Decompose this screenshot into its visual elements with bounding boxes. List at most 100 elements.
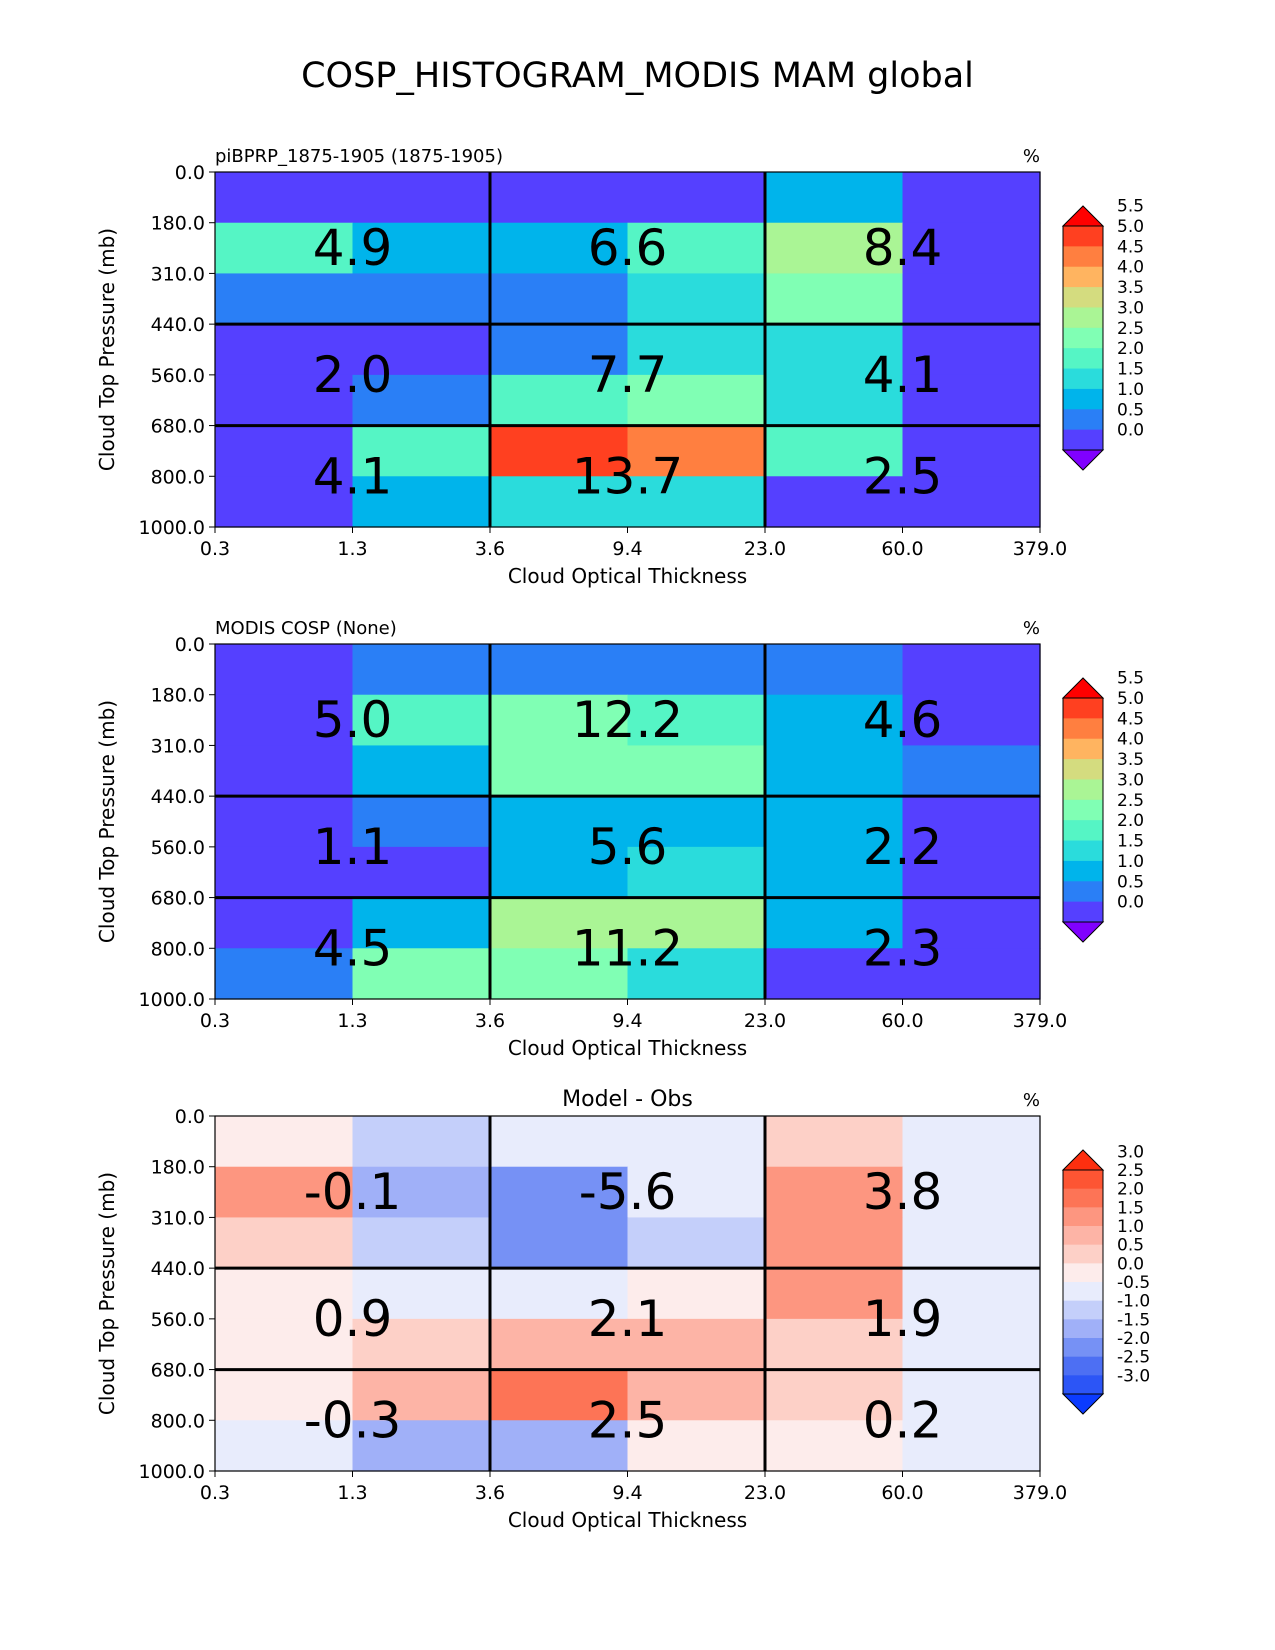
box-value-label: 8.4 [863,219,943,277]
heatmap-cell [627,948,766,1000]
heatmap-cell [627,1166,766,1219]
heatmap-cell [215,172,354,224]
colorbar-segment [1063,287,1103,308]
heatmap-cell [215,897,354,949]
box-value-label: 2.5 [863,447,943,505]
colorbar-tick-label: 0.0 [1117,1254,1144,1274]
heatmap-cell [902,1217,1041,1269]
colorbar-tick-label: -2.0 [1117,1329,1150,1349]
colorbar-segment [1063,820,1103,842]
heatmap-cell [765,1318,904,1371]
colorbar-extend-bottom [1061,1393,1105,1415]
heatmap-cell [215,1420,354,1472]
x-tick-label: 9.4 [612,1482,642,1504]
heatmap-cell [352,1268,491,1320]
colorbar-tick-label: 2.0 [1117,339,1144,359]
colorbar-segment [1063,348,1103,370]
y-tick-label: 560.0 [151,1309,205,1331]
colorbar-segment [1063,226,1103,247]
heatmap-cell [490,324,629,376]
heatmap-cell [627,745,766,797]
box-value-label: 2.1 [588,1290,668,1348]
heatmap-cell [627,324,766,376]
box-value-label: 5.6 [588,818,668,876]
colorbar-segment [1063,429,1103,451]
heatmap-cell [902,897,1041,949]
y-tick-label: 310.0 [151,735,205,757]
heatmap-cell [627,425,766,477]
heatmap-cell [490,644,629,696]
heatmap-cell [215,745,354,797]
colorbar-tick-label: 3.0 [1117,298,1144,318]
heatmap-cell [902,796,1041,848]
colorbar-segment [1063,409,1103,431]
heatmap-cell [352,273,491,325]
heatmap-cell [490,1116,629,1168]
heatmap-cell [765,1369,904,1421]
heatmap-cell [490,425,629,477]
heatmap-cell [765,1166,904,1219]
x-axis-label: Cloud Optical Thickness [508,564,747,588]
heatmap-cell [765,172,904,224]
heatmap-cell [490,1318,629,1371]
box-value-label: 5.0 [313,691,393,749]
box-value-label: 12.2 [572,691,683,749]
y-tick-label: 440.0 [151,314,205,336]
box-value-label: 4.9 [313,219,393,277]
heatmap-cell [902,425,1041,477]
box-value-label: 2.3 [863,919,943,977]
colorbar-segment [1063,1188,1103,1208]
x-tick-label: 1.3 [337,538,367,560]
heatmap-cell [765,796,904,848]
y-axis-label: Cloud Top Pressure (mb) [95,1172,119,1415]
heatmap-cell [627,222,766,275]
colorbar-tick-label: 5.5 [1117,197,1144,217]
colorbar-extend-bottom [1061,921,1105,943]
heatmap-cell [627,1268,766,1320]
colorbar-segment [1063,327,1103,349]
colorbar-segment [1063,1244,1103,1264]
heatmap-cell [627,1217,766,1269]
x-tick-label: 23.0 [744,538,786,560]
colorbar-segment [1063,738,1103,760]
colorbar-tick-label: 2.0 [1117,1180,1144,1200]
colorbar-tick-label: 0.5 [1117,872,1144,892]
colorbar-segment [1063,1207,1103,1227]
y-tick-label: 680.0 [151,1360,205,1382]
heatmap-cell [902,324,1041,376]
colorbar-tick-label: 1.0 [1117,380,1144,400]
x-tick-label: 379.0 [1013,1482,1067,1504]
heatmap-cell [765,694,904,747]
heatmap-cell [902,694,1041,747]
heatmap-cell [352,1116,491,1168]
box-value-label: 3.8 [863,1163,943,1221]
x-tick-label: 9.4 [612,538,642,560]
colorbar-tick-label: -1.5 [1117,1310,1150,1330]
heatmap-cell [765,273,904,325]
x-tick-label: 0.3 [200,1482,230,1504]
x-tick-label: 23.0 [744,1010,786,1032]
box-value-label: -0.1 [304,1163,402,1221]
heatmap-cell [352,1369,491,1421]
colorbar-frame [1062,225,1104,451]
colorbar-tick-label: 5.5 [1117,669,1144,689]
y-tick-label: 0.0 [175,162,205,184]
heatmap-cell [902,745,1041,797]
heatmap-cell [627,846,766,899]
heatmap-cell [902,1420,1041,1472]
heatmap-cell [215,644,354,696]
heatmap-cell [352,796,491,848]
heatmap-cell [490,694,629,747]
x-tick-label: 23.0 [744,1482,786,1504]
heatmap-cell [902,374,1041,427]
heatmap-cell [215,476,354,528]
heatmap-cell [352,846,491,899]
colorbar-segment [1063,840,1103,862]
colorbar-tick-label: 0.5 [1117,400,1144,420]
colorbar-segment [1063,799,1103,821]
y-axis-label: Cloud Top Pressure (mb) [95,700,119,943]
y-tick-label: 180.0 [151,685,205,707]
y-tick-label: 800.0 [151,938,205,960]
colorbar-segment [1063,860,1103,882]
